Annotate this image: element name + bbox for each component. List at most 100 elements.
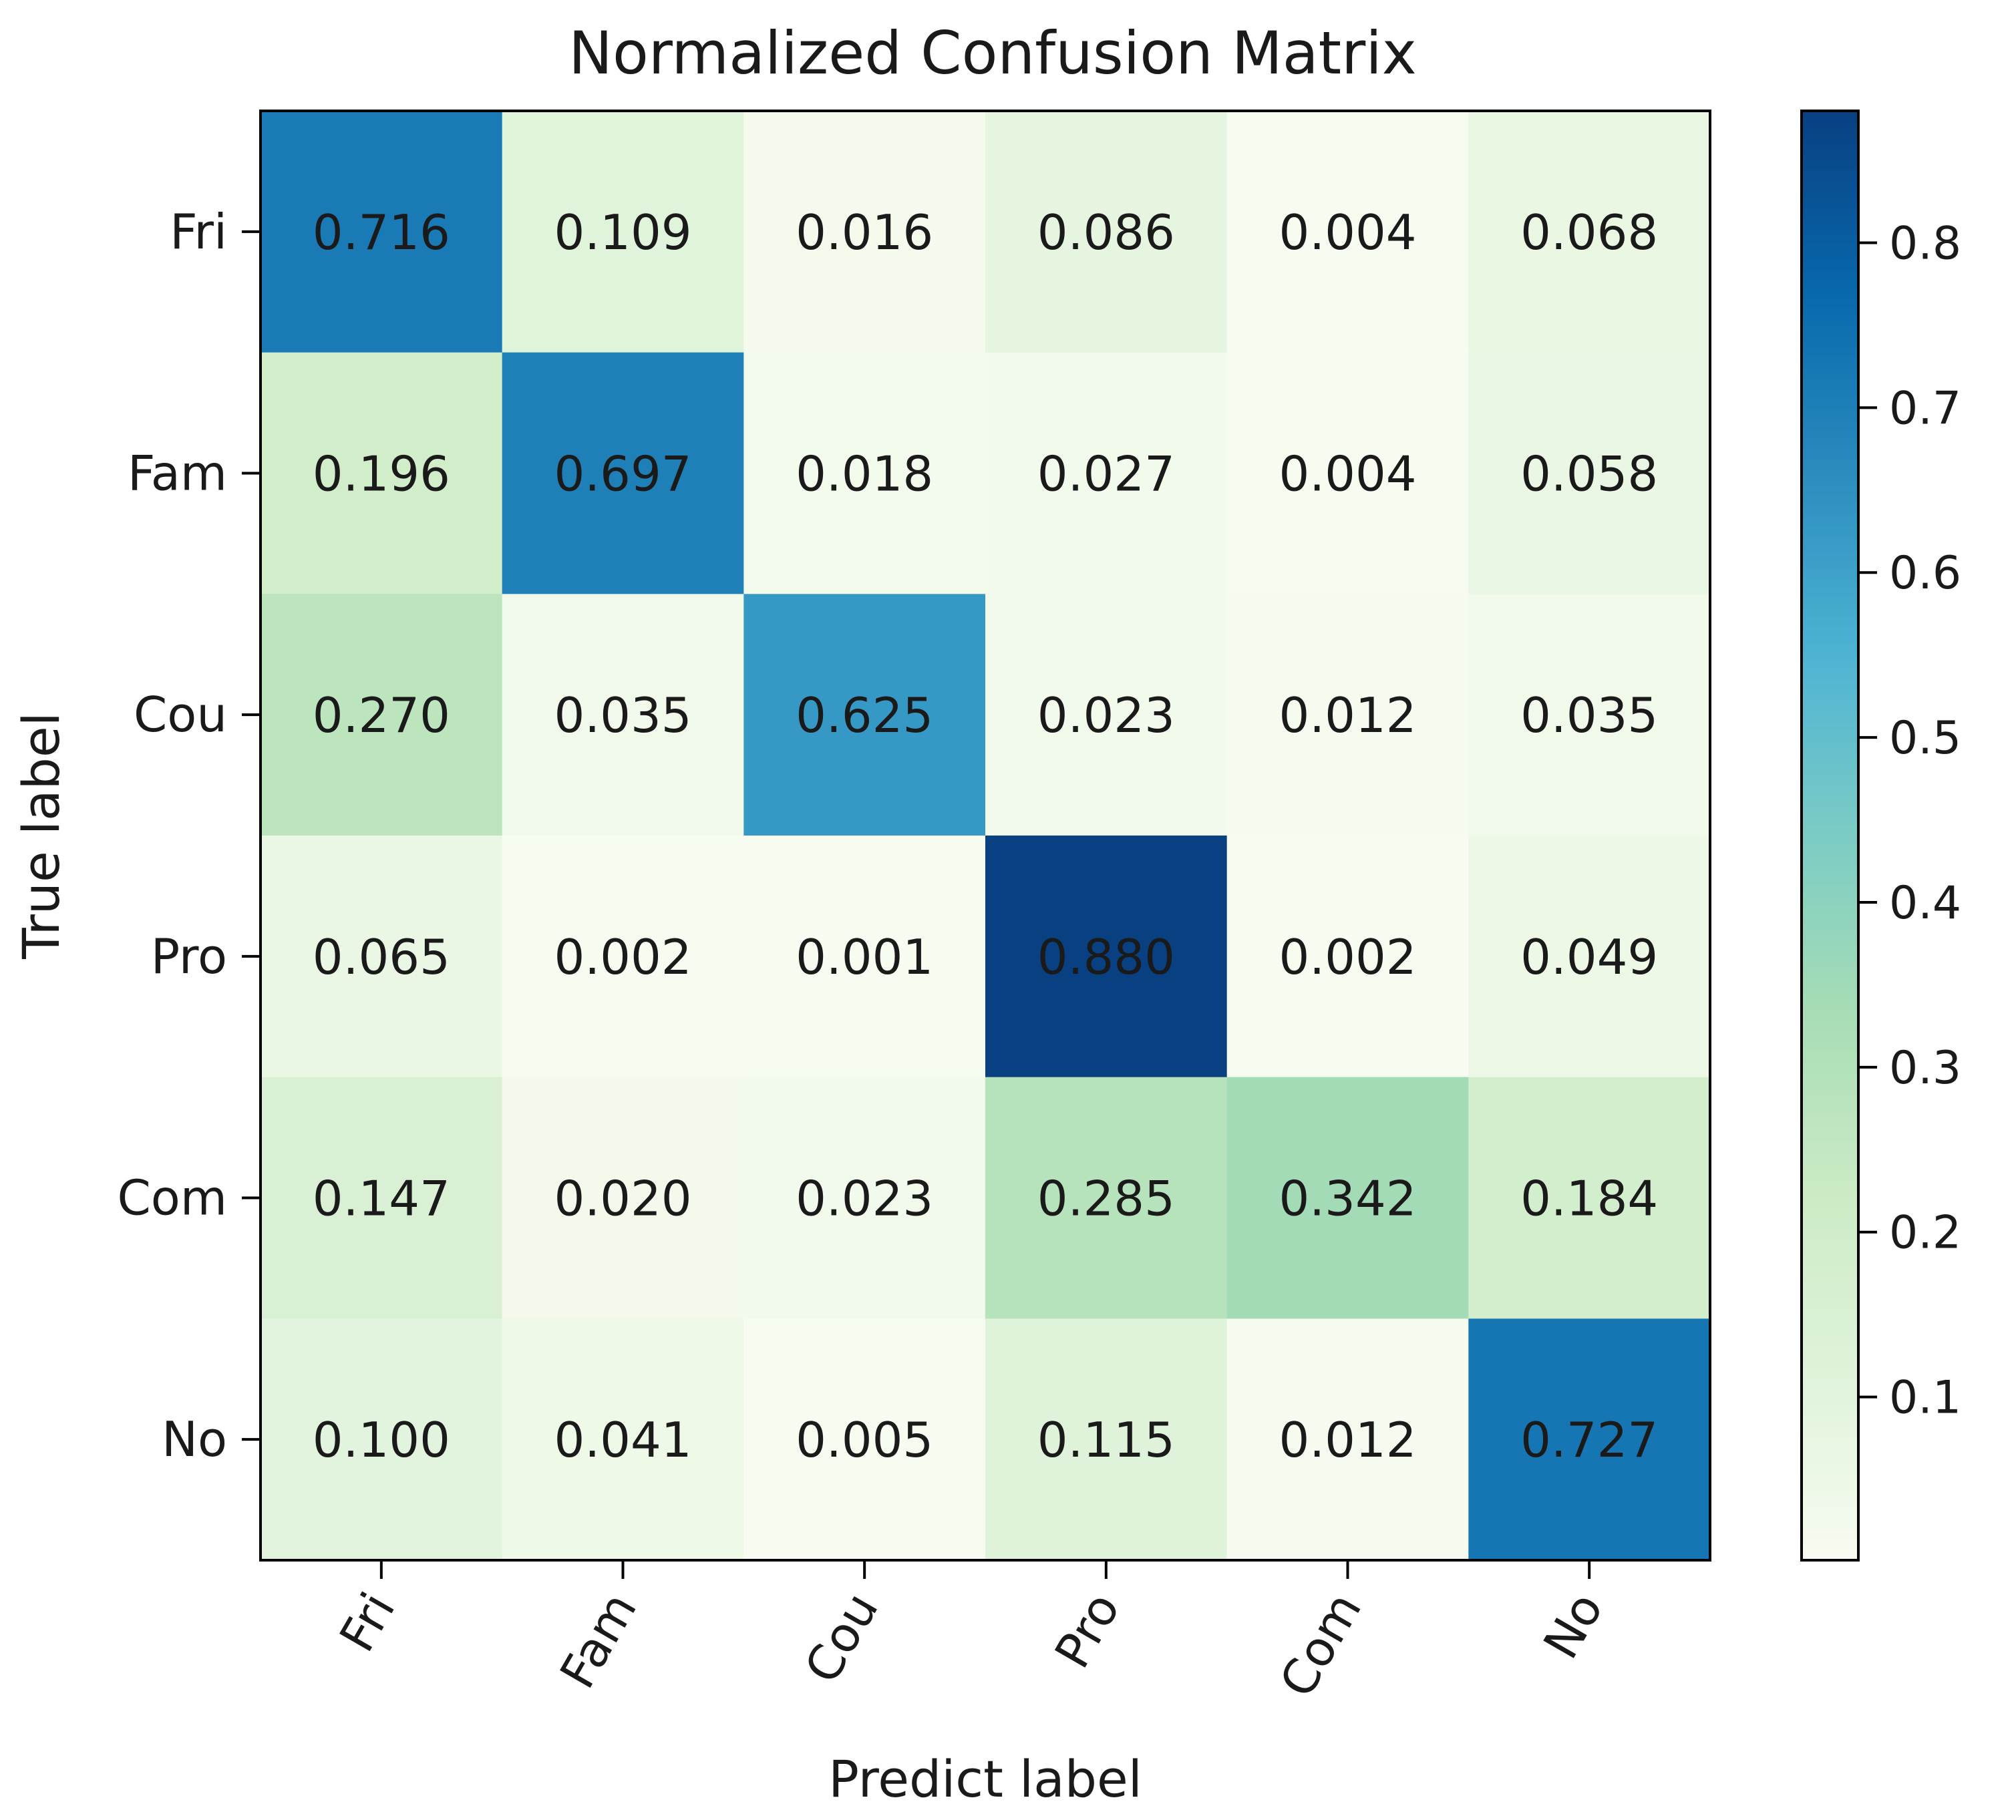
- y-tick-label: Pro: [151, 928, 227, 984]
- colorbar-tick-label: 0.8: [1889, 217, 1961, 270]
- cell-value-label: 0.270: [313, 687, 450, 743]
- y-tick-label: Fri: [170, 204, 227, 260]
- colorbar: 0.1 0.2 0.3 0.4 0.5 0.6 0.7 0.8: [1800, 110, 1961, 1562]
- heatmap-cell: [261, 1077, 503, 1319]
- cell-value-label: 0.065: [313, 929, 450, 985]
- heatmap-cell: [1226, 1318, 1469, 1561]
- heatmap-cell: [985, 1318, 1228, 1561]
- heatmap-cell: [502, 1077, 744, 1319]
- cell-value-label: 0.012: [1279, 687, 1416, 743]
- y-tick-label: Cou: [134, 687, 227, 743]
- x-tick-label: Com: [1269, 1584, 1372, 1706]
- heatmap-cell: [985, 594, 1228, 836]
- heatmap-cell: [743, 1077, 986, 1319]
- x-tick-label: Cou: [794, 1584, 889, 1692]
- cell-value-label: 0.068: [1520, 204, 1658, 260]
- cell-value-label: 0.727: [1520, 1412, 1658, 1468]
- heatmap-cell-labels: 0.716 0.109 0.016 0.086 0.004 0.068 0.196 0.697…: [313, 204, 1658, 1468]
- heatmap-cells: [261, 111, 1711, 1561]
- cell-value-label: 0.002: [554, 929, 691, 985]
- chart-title: Normalized Confusion Matrix: [568, 19, 1417, 87]
- heatmap-cell: [261, 352, 503, 594]
- heatmap-cell: [1468, 1077, 1711, 1319]
- cell-value-label: 0.100: [313, 1412, 450, 1468]
- heatmap-cell: [1468, 1318, 1711, 1561]
- colorbar-tick-label: 0.4: [1889, 877, 1961, 930]
- cell-value-label: 0.016: [796, 204, 933, 260]
- heatmap-cell: [261, 111, 503, 353]
- y-axis-label: True label: [11, 712, 71, 959]
- colorbar-tick-label: 0.2: [1889, 1207, 1961, 1260]
- heatmap-cell: [1468, 111, 1711, 353]
- cell-value-label: 0.020: [554, 1171, 691, 1227]
- heatmap-cell: [502, 594, 744, 836]
- heatmap-cell: [502, 1318, 744, 1561]
- heatmap-cell: [261, 836, 503, 1078]
- colorbar-tick-label: 0.1: [1889, 1372, 1961, 1425]
- heatmap-cell: [985, 111, 1228, 353]
- cell-value-label: 0.342: [1279, 1171, 1416, 1227]
- cell-value-label: 0.086: [1037, 204, 1175, 260]
- cell-value-label: 0.049: [1520, 929, 1658, 985]
- cell-value-label: 0.285: [1037, 1171, 1175, 1227]
- cell-value-label: 0.041: [554, 1412, 691, 1468]
- cell-value-label: 0.196: [313, 446, 450, 502]
- heatmap-cell: [1226, 352, 1469, 594]
- cell-value-label: 0.697: [554, 446, 691, 502]
- cell-value-label: 0.012: [1279, 1412, 1416, 1468]
- heatmap-cell: [743, 594, 986, 836]
- heatmap-cell: [743, 111, 986, 353]
- heatmap-cell: [502, 836, 744, 1078]
- heatmap-cell: [1468, 594, 1711, 836]
- cell-value-label: 0.018: [796, 446, 933, 502]
- colorbar-tick-label: 0.6: [1889, 547, 1961, 600]
- cell-value-label: 0.184: [1520, 1171, 1658, 1227]
- heatmap-cell: [985, 352, 1228, 594]
- heatmap-cell: [502, 352, 744, 594]
- heatmap-cell: [743, 1318, 986, 1561]
- x-axis-label: Predict label: [828, 1749, 1142, 1809]
- cell-value-label: 0.625: [796, 687, 933, 743]
- cell-value-label: 0.023: [1037, 687, 1175, 743]
- heatmap-cell: [1226, 836, 1469, 1078]
- heatmap-cell: [985, 836, 1228, 1078]
- heatmap-cell: [1226, 1077, 1469, 1319]
- cell-value-label: 0.002: [1279, 929, 1416, 985]
- colorbar-tick-label: 0.7: [1889, 382, 1961, 435]
- cell-value-label: 0.880: [1037, 929, 1175, 985]
- y-tick-label: No: [162, 1411, 227, 1467]
- cell-value-label: 0.035: [554, 687, 691, 743]
- heatmap-cell: [502, 111, 744, 353]
- heatmap-cell: [1226, 594, 1469, 836]
- heatmap-cell: [743, 352, 986, 594]
- cell-value-label: 0.004: [1279, 204, 1416, 260]
- cell-value-label: 0.027: [1037, 446, 1175, 502]
- x-tick-label: No: [1532, 1584, 1614, 1668]
- cell-value-label: 0.716: [313, 204, 450, 260]
- x-tick-label: Fam: [549, 1584, 647, 1698]
- cell-value-label: 0.147: [313, 1171, 450, 1227]
- cell-value-label: 0.023: [796, 1171, 933, 1227]
- cell-value-label: 0.004: [1279, 446, 1416, 502]
- cell-value-label: 0.058: [1520, 446, 1658, 502]
- plot-frame: [259, 110, 1711, 1562]
- y-tick-label: Fam: [128, 445, 227, 502]
- colorbar-gradient: [1800, 110, 1860, 1562]
- x-tick-label: Fri: [329, 1584, 406, 1661]
- y-tick-label: Com: [118, 1170, 227, 1226]
- heatmap-cell: [743, 836, 986, 1078]
- heatmap-cell: [1468, 836, 1711, 1078]
- heatmap-cell: [261, 1318, 503, 1561]
- heatmap-cell: [261, 594, 503, 836]
- cell-value-label: 0.001: [796, 929, 933, 985]
- cell-value-label: 0.109: [554, 204, 691, 260]
- colorbar-tick-label: 0.3: [1889, 1042, 1961, 1095]
- cell-value-label: 0.115: [1037, 1412, 1175, 1468]
- cell-value-label: 0.035: [1520, 687, 1658, 743]
- heatmap-cell: [985, 1077, 1228, 1319]
- cell-value-label: 0.005: [796, 1412, 933, 1468]
- heatmap-cell: [1468, 352, 1711, 594]
- colorbar-tick-label: 0.5: [1889, 712, 1961, 765]
- x-tick-label: Pro: [1044, 1584, 1131, 1678]
